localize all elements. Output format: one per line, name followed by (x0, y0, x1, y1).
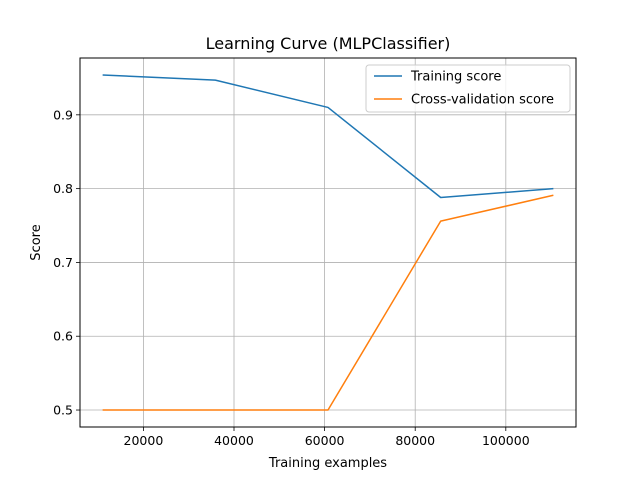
axis-ticks: 20000 40000 60000 80000 100000 0.5 0.6 0.7 0.8 0.… (53, 107, 530, 448)
x-tick-label: 60000 (305, 433, 345, 448)
legend-box (365, 64, 571, 113)
y-tick-label: 0.8 (53, 181, 73, 196)
y-tick-label: 0.5 (53, 403, 73, 418)
x-tick-label: 20000 (124, 433, 164, 448)
x-tick-label: 100000 (482, 433, 530, 448)
legend-label-1: Training score (410, 70, 501, 85)
y-tick-label: 0.7 (53, 255, 73, 270)
plot-frame (79, 57, 577, 428)
y-tick-label: 0.9 (53, 107, 73, 122)
x-axis-label: Training examples (268, 456, 387, 471)
y-axis-label: Score (29, 224, 44, 260)
series-lines (102, 74, 554, 411)
chart-title: Learning Curve (MLPClassifier) (206, 34, 451, 53)
legend: Training score Cross-validation score (365, 64, 571, 113)
y-tick-label: 0.6 (53, 329, 73, 344)
legend-label-2: Cross-validation score (411, 93, 554, 108)
x-tick-label: 40000 (214, 433, 254, 448)
x-tick-label: 80000 (395, 433, 435, 448)
